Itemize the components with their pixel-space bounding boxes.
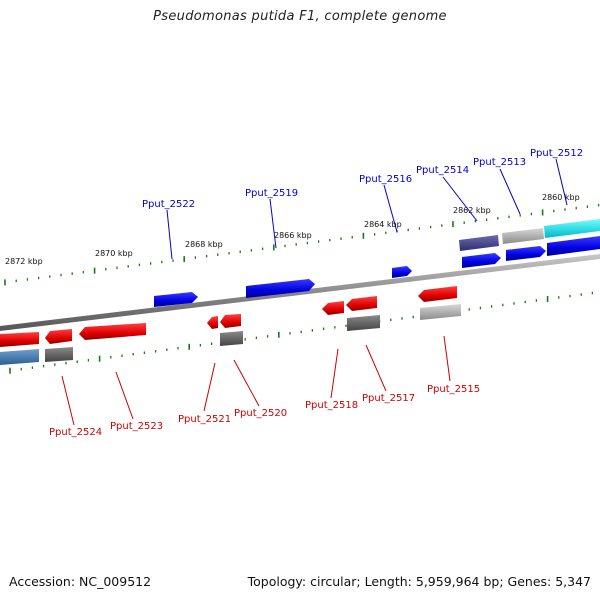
gene-label-pput-2518[interactable]: Pput_2518: [305, 400, 358, 411]
gene-pput-2513[interactable]: [506, 246, 546, 261]
top-leader-lines: [166, 158, 568, 260]
kbp-label: 2866 kbp: [274, 231, 312, 240]
gene-dark-grey[interactable]: [45, 347, 73, 362]
kbp-label: 2868 kbp: [185, 240, 223, 249]
gene-pput-2517[interactable]: [346, 296, 377, 311]
reverse-genes: [0, 286, 461, 365]
gene-pput-2520[interactable]: [220, 314, 241, 328]
gene-pput-2516[interactable]: [392, 266, 412, 278]
kbp-labels: 2872 kbp 2870 kbp 2868 kbp 2866 kbp 2864…: [5, 193, 580, 266]
bottom-gene-labels: Pput_2524 Pput_2523 Pput_2521 Pput_2520 …: [49, 384, 480, 438]
gene-label-pput-2522[interactable]: Pput_2522: [142, 199, 195, 210]
gene-navy[interactable]: [459, 235, 499, 251]
gene-label-pput-2519[interactable]: Pput_2519: [245, 188, 298, 199]
gene-pput-2515[interactable]: [418, 286, 457, 302]
gene-grey[interactable]: [420, 304, 461, 320]
gene-label-pput-2516[interactable]: Pput_2516: [359, 174, 412, 185]
gene-pput-2522[interactable]: [154, 292, 198, 307]
gene-dark-grey[interactable]: [220, 331, 243, 346]
gene-dark-grey[interactable]: [347, 315, 380, 331]
gene-pput-2514[interactable]: [462, 253, 501, 268]
top-gene-labels: Pput_2522 Pput_2519 Pput_2516 Pput_2514 …: [142, 148, 583, 210]
gene-grey[interactable]: [502, 228, 544, 244]
gene-steel[interactable]: [0, 349, 39, 365]
gene-label-pput-2514[interactable]: Pput_2514: [416, 165, 469, 176]
kbp-label: 2864 kbp: [364, 220, 402, 229]
kbp-label: 2860 kbp: [542, 193, 580, 202]
kbp-label: 2870 kbp: [95, 249, 133, 258]
gene-red-small[interactable]: [45, 329, 72, 344]
map-title: Pseudomonas putida F1, complete genome: [153, 9, 447, 24]
kbp-label: 2862 kbp: [453, 206, 491, 215]
gene-pput-2518[interactable]: [322, 301, 344, 315]
gene-pput-2523[interactable]: [79, 323, 146, 340]
gene-pput-2519[interactable]: [246, 279, 315, 298]
gene-label-pput-2515[interactable]: Pput_2515: [427, 384, 480, 395]
kbp-label: 2872 kbp: [5, 257, 43, 266]
forward-genes: [154, 219, 600, 307]
gene-label-pput-2513[interactable]: Pput_2513: [473, 157, 526, 168]
gene-label-pput-2524[interactable]: Pput_2524: [49, 427, 102, 438]
genome-backbone: [0, 254, 600, 331]
gene-cyan[interactable]: [544, 219, 600, 238]
bottom-leader-lines: [61, 335, 451, 426]
gene-pput-2521[interactable]: [207, 316, 218, 329]
gene-label-pput-2521[interactable]: Pput_2521: [178, 414, 231, 425]
accession-text: Accession: NC_009512: [9, 574, 152, 589]
scale-ticks-outer: [4, 203, 600, 286]
gene-pput-2512[interactable]: [547, 236, 600, 256]
gene-label-pput-2512[interactable]: Pput_2512: [530, 148, 583, 159]
gene-label-pput-2517[interactable]: Pput_2517: [362, 393, 415, 404]
genome-summary-text: Topology: circular; Length: 5,959,964 bp…: [247, 574, 591, 589]
gene-label-pput-2520[interactable]: Pput_2520: [234, 408, 287, 419]
gene-label-pput-2523[interactable]: Pput_2523: [110, 421, 163, 432]
gene-pput-2524[interactable]: [0, 332, 39, 347]
